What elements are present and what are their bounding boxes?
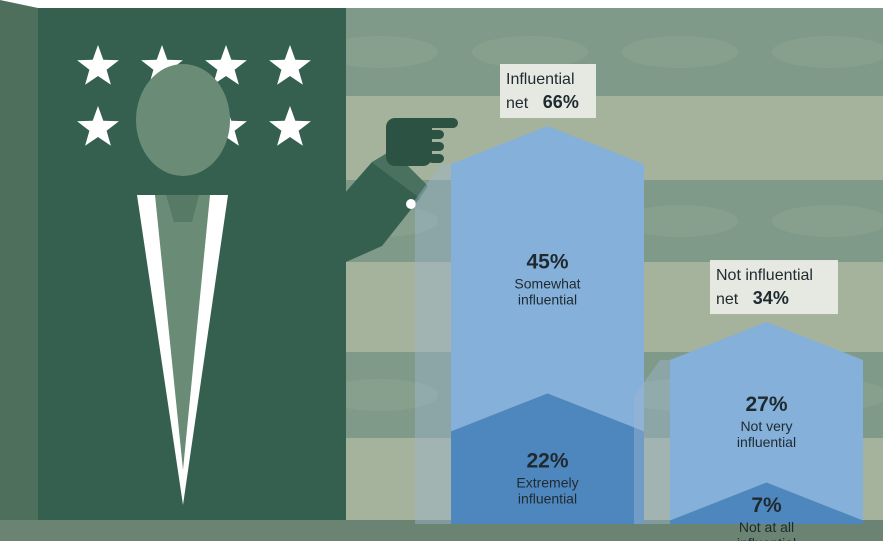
star-icon [141, 45, 183, 85]
hand [386, 118, 432, 166]
segment-desc-label: influential [737, 535, 796, 541]
car-silhouette [622, 36, 738, 68]
labels: 22%Extremelyinfluential45%Somewhatinflue… [500, 64, 838, 541]
net-callout-prefix: net [716, 291, 739, 308]
segment-value-label: 27% [745, 393, 787, 416]
bar-shadow [415, 164, 451, 524]
car-silhouette [772, 205, 883, 237]
knuckle [428, 130, 444, 139]
side-panel [0, 0, 38, 533]
segment-value-label: 7% [751, 494, 782, 517]
tie-knot [166, 195, 199, 222]
segment-desc-label: Extremely [516, 475, 578, 491]
net-callout-prefix: net [506, 95, 529, 112]
cuff-button [406, 199, 416, 209]
segment-desc-label: Somewhat [514, 276, 580, 292]
segment-desc-label: influential [737, 434, 796, 450]
car-silhouette [622, 205, 738, 237]
net-callout-box [500, 64, 596, 119]
segment-desc-label: Not at all [739, 519, 794, 535]
net-callout-value: 34% [753, 288, 789, 308]
star-icon [77, 106, 119, 146]
car-silhouette [322, 36, 438, 68]
car-silhouette [322, 379, 438, 411]
bars [415, 126, 863, 524]
segment-desc-label: influential [518, 292, 577, 308]
knuckle [428, 154, 444, 163]
segment-value-label: 45% [526, 251, 568, 274]
floor-strip [0, 520, 883, 541]
star-icon [205, 45, 247, 85]
pointing-finger [420, 118, 458, 128]
segment-desc-label: Not very [740, 418, 792, 434]
car-silhouette [772, 36, 883, 68]
segment-value-label: 22% [526, 450, 568, 473]
segment-desc-label: influential [518, 491, 577, 507]
star-icon [269, 45, 311, 85]
star-icon [77, 45, 119, 85]
knuckle [428, 142, 444, 151]
suit-arm [330, 162, 420, 262]
net-callout-value: 66% [543, 92, 579, 112]
car-silhouette [472, 36, 588, 68]
bar-segment [670, 322, 863, 521]
bar-segment [451, 393, 644, 524]
tie [155, 195, 210, 470]
head [136, 64, 230, 176]
arm-sleeve [372, 150, 428, 198]
bar-segment [670, 482, 863, 524]
net-callout-title: Influential [506, 71, 575, 88]
politician-figure [38, 8, 458, 520]
net-callout-title: Not influential [716, 267, 813, 284]
bar-segment [451, 126, 644, 432]
star-icon [269, 106, 311, 146]
net-callout-box [710, 260, 838, 315]
bar-shadow [634, 360, 670, 524]
